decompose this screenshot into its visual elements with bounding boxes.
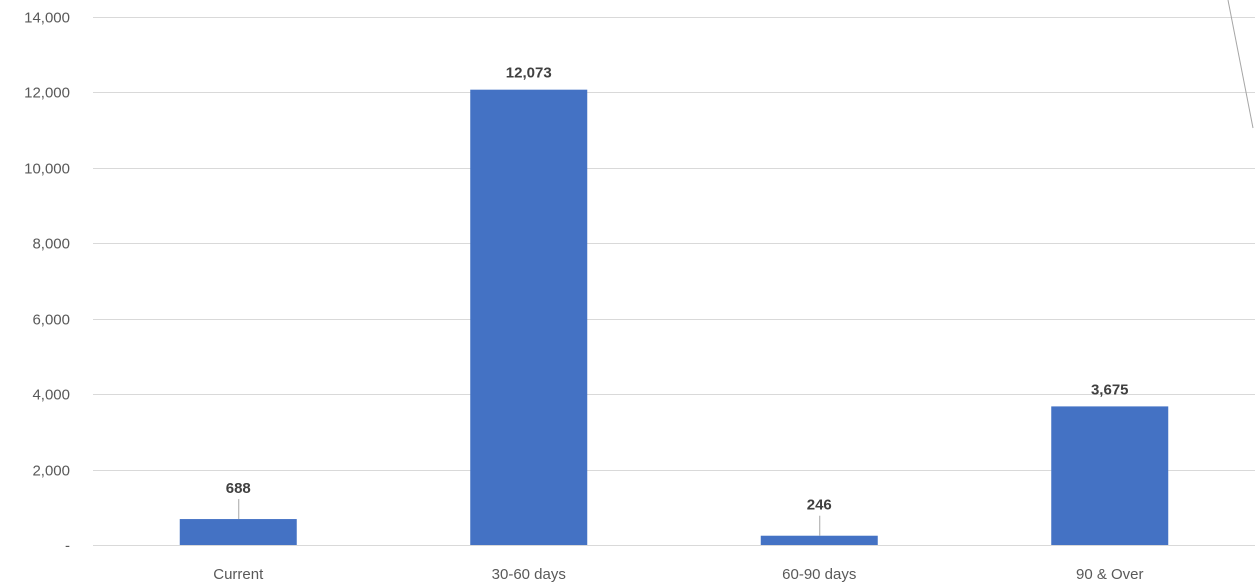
bar-current [179, 519, 297, 545]
gridlines [93, 17, 1255, 546]
x-axis: Current 30-60 days 60-90 days 90 & Over [213, 566, 1143, 583]
y-tick-label: 6,000 [32, 312, 70, 329]
y-tick-label: 14,000 [24, 10, 70, 27]
data-label: 246 [807, 497, 832, 514]
bar-30-60-days [470, 89, 588, 546]
y-tick-label: 8,000 [32, 236, 70, 253]
bar-90-over [1051, 406, 1169, 545]
y-tick-label: 4,000 [32, 387, 70, 404]
bars [179, 89, 1169, 546]
data-labels: 688 12,073 246 3,675 [226, 65, 1129, 514]
data-label: 688 [226, 480, 251, 497]
x-tick-label: Current [213, 566, 264, 583]
y-tick-label: 10,000 [24, 161, 70, 178]
data-label: 12,073 [506, 65, 552, 82]
x-tick-label: 90 & Over [1076, 566, 1144, 583]
y-tick-label: 12,000 [24, 85, 70, 102]
data-label: 3,675 [1091, 381, 1129, 398]
bar-60-90-days [760, 535, 878, 545]
x-tick-label: 30-60 days [492, 566, 566, 583]
x-tick-label: 60-90 days [782, 566, 856, 583]
y-axis: - 2,000 4,000 6,000 8,000 10,000 12,000 14,000 [24, 10, 70, 555]
y-tick-label: - [65, 538, 70, 555]
y-tick-label: 2,000 [32, 463, 70, 480]
decorative-connector-line [1227, 0, 1254, 129]
leader-lines [238, 499, 821, 536]
